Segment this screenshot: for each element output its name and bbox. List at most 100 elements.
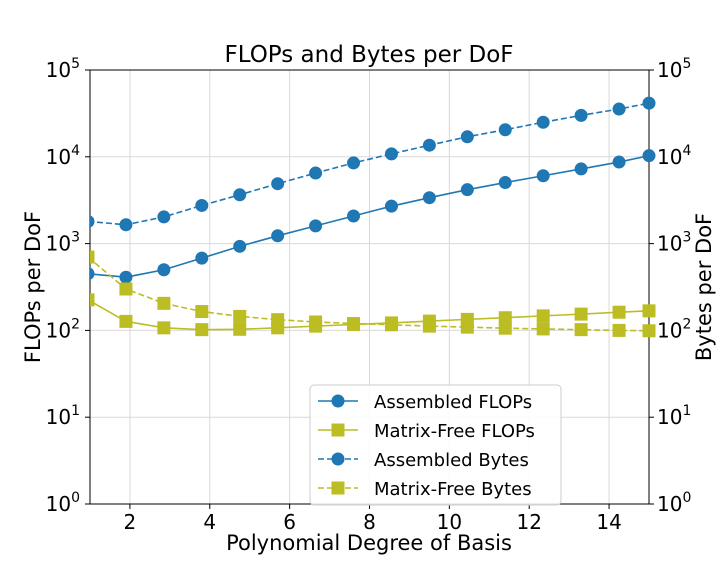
y-tick-base: 10 (657, 405, 682, 429)
data-point-matrix-free-bytes (195, 305, 209, 319)
data-point-matrix-free-flops (119, 314, 133, 328)
data-point-assembled-flops (157, 263, 171, 277)
data-point-matrix-free-bytes (422, 319, 436, 333)
series-matrix-free-bytes (90, 250, 656, 338)
legend-swatch-marker (331, 394, 345, 408)
legend-label: Assembled Bytes (374, 450, 529, 471)
x-tick-label: 6 (283, 510, 296, 534)
series-assembled-flops (90, 149, 656, 284)
legend-label: Assembled FLOPs (374, 392, 532, 413)
data-point-assembled-flops (90, 267, 95, 280)
series-layer (90, 96, 656, 338)
data-point-assembled-bytes (460, 130, 474, 144)
data-point-assembled-flops (233, 239, 247, 253)
data-point-assembled-flops (536, 169, 550, 183)
legend: Assembled FLOPs Matrix-Free FLOPs Assemble… (309, 384, 562, 506)
data-point-matrix-free-bytes (460, 320, 474, 334)
data-point-matrix-free-flops (157, 321, 171, 335)
x-tick-label: 10 (437, 510, 462, 534)
series-line-matrix-free-flops (90, 300, 650, 331)
data-point-assembled-flops (642, 149, 656, 163)
y-tick-label-left: 100 (46, 490, 80, 516)
data-point-assembled-bytes (195, 198, 209, 212)
y-axis-label-right: Bytes per DoF (692, 213, 716, 361)
y-tick-label-right: 105 (657, 56, 691, 82)
data-point-assembled-flops (384, 199, 398, 213)
data-point-matrix-free-flops (233, 322, 247, 336)
legend-entry-assembled-flops: Assembled FLOPs (318, 392, 532, 413)
data-point-assembled-flops (195, 251, 209, 265)
legend-label: Matrix-Free Bytes (374, 479, 532, 500)
series-line-assembled-flops (90, 154, 650, 279)
data-point-matrix-free-bytes (233, 309, 247, 323)
y-tick-label-left: 105 (46, 56, 80, 82)
x-tick-label: 8 (363, 510, 376, 534)
series-line-matrix-free-bytes (90, 257, 650, 332)
data-point-matrix-free-flops (195, 323, 209, 337)
legend-swatch-marker (331, 481, 345, 495)
data-point-matrix-free-flops (574, 307, 588, 321)
y-tick-exponent: 5 (682, 56, 691, 72)
data-point-matrix-free-bytes (498, 321, 512, 335)
data-point-assembled-flops (612, 155, 626, 169)
data-point-matrix-free-bytes (384, 318, 398, 332)
y-tick-base: 10 (657, 492, 682, 516)
data-point-assembled-bytes (574, 108, 588, 122)
data-point-assembled-bytes (384, 147, 398, 161)
y-tick-exponent: 3 (682, 230, 691, 246)
data-point-matrix-free-bytes (642, 324, 656, 338)
y-tick-base: 10 (46, 492, 71, 516)
data-point-assembled-bytes (309, 166, 323, 180)
data-point-assembled-bytes (157, 210, 171, 224)
x-tick-label: 4 (203, 510, 216, 534)
data-point-assembled-flops (347, 209, 361, 223)
y-tick-exponent: 4 (71, 143, 80, 159)
data-point-assembled-bytes (90, 215, 95, 228)
data-point-assembled-flops (119, 270, 133, 284)
data-point-assembled-flops (422, 191, 436, 205)
y-tick-label-right: 104 (657, 143, 691, 169)
data-point-matrix-free-bytes (347, 317, 361, 331)
series-assembled-bytes (90, 96, 656, 232)
y-tick-exponent: 0 (71, 490, 80, 506)
data-point-matrix-free-bytes (536, 322, 550, 336)
data-point-assembled-bytes (642, 96, 656, 110)
y-tick-exponent: 5 (71, 56, 80, 72)
data-point-assembled-flops (309, 219, 323, 233)
y-tick-exponent: 4 (682, 143, 691, 159)
data-point-assembled-flops (574, 162, 588, 176)
series-line-assembled-bytes (90, 102, 650, 226)
y-tick-exponent: 1 (682, 403, 691, 419)
data-point-matrix-free-bytes (271, 313, 285, 327)
y-tick-base: 10 (657, 145, 682, 169)
data-point-matrix-free-bytes (612, 323, 626, 337)
data-point-matrix-free-bytes (119, 282, 133, 296)
legend-entry-matrix-free-bytes: Matrix-Free Bytes (318, 479, 532, 500)
y-tick-label-right: 101 (657, 403, 691, 429)
y-tick-label-left: 101 (46, 403, 80, 429)
data-point-assembled-flops (498, 176, 512, 190)
x-tick-label: 14 (596, 510, 621, 534)
data-point-assembled-bytes (536, 115, 550, 129)
y-axis-label-left: FLOPs per DoF (21, 211, 45, 363)
data-point-matrix-free-bytes (157, 296, 171, 310)
data-point-assembled-bytes (498, 123, 512, 137)
legend-entry-matrix-free-flops: Matrix-Free FLOPs (318, 421, 535, 442)
data-point-assembled-bytes (119, 218, 133, 232)
data-point-matrix-free-flops (612, 305, 626, 319)
y-tick-label-left: 104 (46, 143, 80, 169)
data-point-matrix-free-flops (90, 293, 95, 307)
data-point-assembled-bytes (233, 188, 247, 202)
data-point-assembled-flops (460, 183, 474, 197)
y-tick-exponent: 0 (682, 490, 691, 506)
y-tick-exponent: 3 (71, 230, 80, 246)
y-tick-base: 10 (46, 145, 71, 169)
y-tick-label-left: 102 (46, 316, 80, 342)
y-tick-base: 10 (46, 405, 71, 429)
data-point-matrix-free-bytes (574, 323, 588, 337)
legend-swatch-marker (331, 423, 345, 437)
data-point-assembled-bytes (347, 156, 361, 170)
legend-label: Matrix-Free FLOPs (374, 421, 535, 442)
